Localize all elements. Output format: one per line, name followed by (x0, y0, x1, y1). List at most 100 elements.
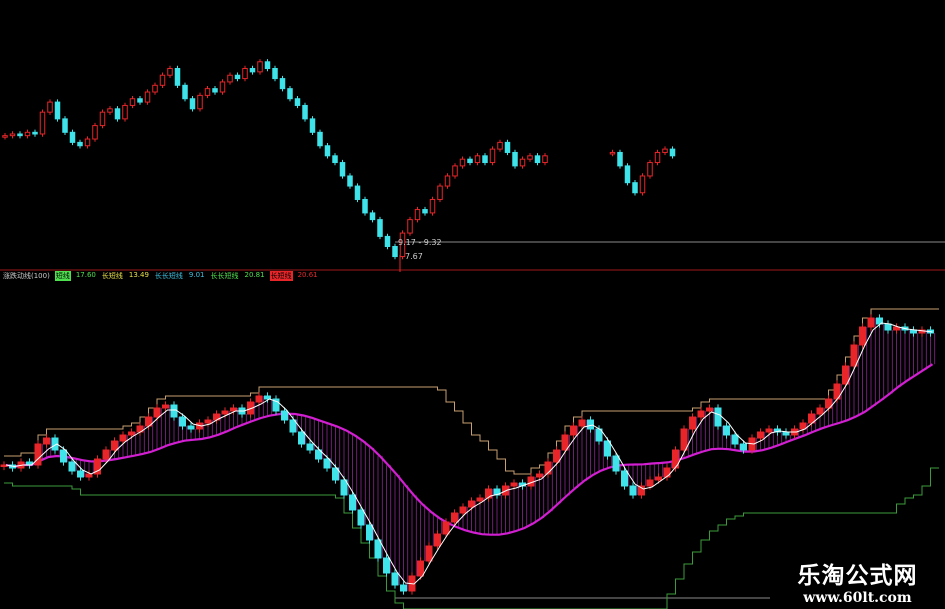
watermark: 乐淘公式网 www.60lt.com (770, 553, 945, 609)
candle-up (434, 533, 441, 547)
candle-down (347, 175, 353, 187)
candle-down (504, 141, 511, 153)
candle-down (17, 133, 23, 137)
candle-down (391, 572, 399, 586)
candle-down (114, 108, 121, 120)
candle-up (654, 151, 661, 164)
candle-up (204, 88, 211, 96)
candle-down (182, 84, 188, 100)
candle-down (354, 185, 361, 200)
candle-down (604, 440, 611, 457)
candle-down (332, 467, 339, 481)
candle-down (400, 584, 407, 592)
candle-down (272, 398, 280, 412)
candle-up (414, 209, 421, 221)
candle-up (102, 449, 110, 460)
candle-down (740, 443, 747, 451)
candle-down (281, 410, 288, 421)
candle-up (706, 407, 713, 412)
candle-up (510, 482, 518, 487)
candle-up (680, 428, 688, 451)
candle-up (84, 138, 91, 147)
candle-up (697, 410, 705, 418)
candle-up (99, 111, 106, 127)
candle-up (476, 497, 484, 502)
candle-down (306, 443, 314, 451)
candle-down (377, 219, 383, 237)
candle-up (859, 326, 866, 346)
candle-up (765, 428, 773, 433)
candle-down (349, 494, 356, 511)
candle-down (366, 524, 373, 541)
candle-down (264, 61, 271, 70)
candle-down (317, 131, 323, 147)
candle-down (289, 419, 297, 433)
candle-up (816, 407, 824, 415)
legend-item: 长短线 (101, 272, 123, 280)
candle-down (189, 98, 196, 110)
candle-down (587, 419, 594, 430)
slow-ma-line (5, 363, 934, 536)
candle-down (294, 98, 301, 106)
candle-up (159, 74, 166, 86)
candle-down (774, 428, 781, 433)
candle-up (655, 476, 662, 481)
candle-up (255, 395, 263, 403)
candle-down (264, 395, 271, 400)
candle-down (60, 449, 67, 463)
candle-down (137, 98, 143, 103)
candle-down (374, 539, 382, 559)
candle-down (369, 212, 376, 221)
candle-up (474, 155, 481, 164)
legend-item: 长长短线 (154, 272, 183, 280)
fast-ma-line (5, 322, 933, 585)
candle-down (51, 437, 59, 451)
candle-up (128, 431, 135, 436)
candle-down (249, 68, 256, 73)
candle-up (152, 84, 158, 93)
candle-up (107, 108, 113, 113)
candle-up (468, 500, 475, 508)
lower-step-band (4, 467, 939, 609)
upper-step-band (4, 308, 939, 475)
candle-up (553, 449, 560, 463)
candle-down (323, 458, 331, 469)
candle-up (799, 422, 807, 430)
candle-up (850, 344, 858, 367)
legend-item: 13.49 (128, 271, 149, 279)
candle-up (0, 464, 8, 467)
candle-down (234, 74, 241, 80)
candle-up (197, 94, 203, 110)
candle-up (119, 434, 127, 442)
candle-down (422, 209, 428, 214)
candle-up (662, 148, 668, 153)
candle-up (497, 141, 503, 150)
candle-down (69, 131, 76, 143)
candle-up (407, 219, 413, 234)
candle-up (542, 155, 548, 164)
candle-up (442, 521, 450, 535)
candle-up (230, 407, 237, 412)
candle-down (669, 148, 676, 157)
candle-down (493, 488, 501, 496)
candle-down (340, 479, 348, 496)
candle-down (731, 434, 739, 445)
candle-up (219, 81, 226, 93)
candle-up (459, 506, 467, 514)
candle-down (512, 151, 518, 167)
candle-down (624, 165, 631, 184)
candle-up (578, 419, 586, 427)
candle-up (646, 479, 654, 487)
candle-up (609, 151, 616, 155)
candle-up (85, 473, 93, 478)
candle-down (714, 407, 722, 427)
candle-up (825, 398, 832, 409)
candle-up (425, 545, 433, 562)
candle-up (638, 485, 645, 496)
candle-up (429, 198, 436, 214)
candle-down (332, 155, 338, 164)
candle-up (94, 458, 101, 475)
candle-up (842, 365, 849, 385)
candle-down (362, 198, 368, 214)
